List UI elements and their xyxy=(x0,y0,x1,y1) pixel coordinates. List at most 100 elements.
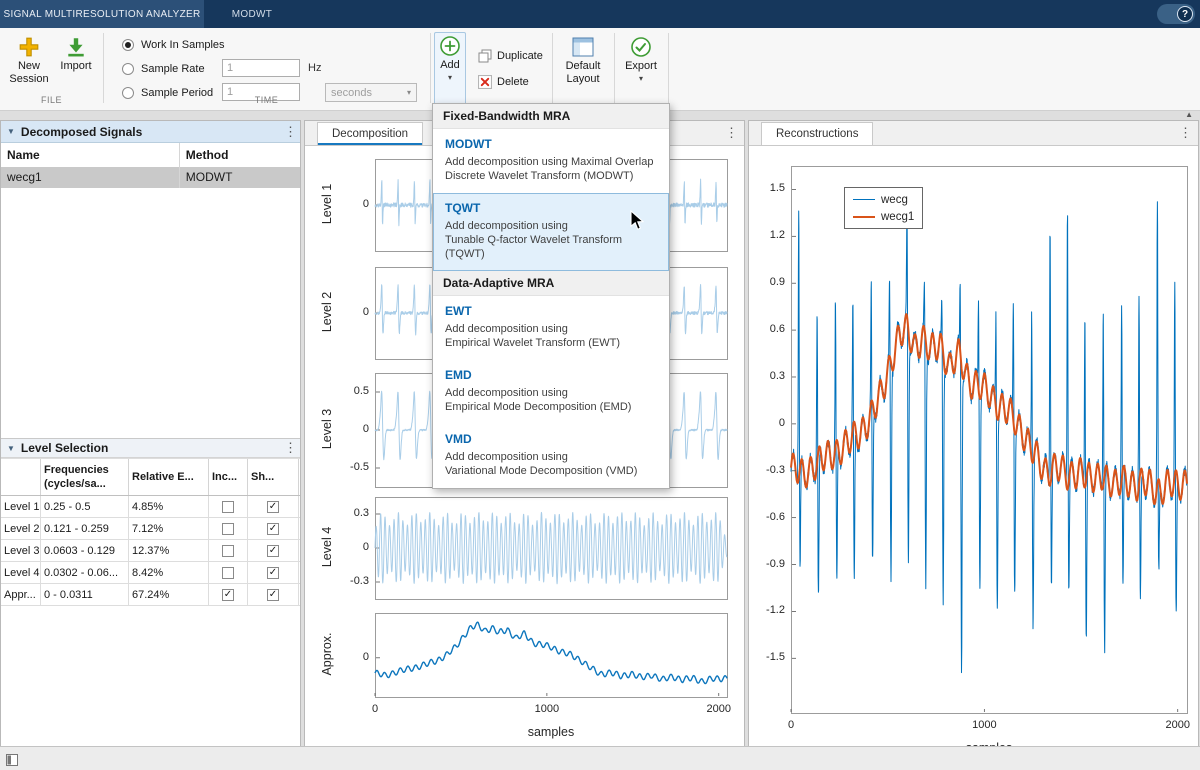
x-tick-label: 1000 xyxy=(959,719,1009,731)
tab-decomposition[interactable]: Decomposition xyxy=(317,122,423,145)
level-selection-menu-button[interactable]: ⋮ xyxy=(284,440,294,456)
decomposed-signals-panel: ▼ Decomposed Signals ⋮ Name Method wecg1… xyxy=(0,120,301,747)
toolbar-separator xyxy=(430,33,431,103)
toolbar-separator xyxy=(552,33,553,103)
x-tick-label: 0 xyxy=(766,719,816,731)
y-tick-label: -0.5 xyxy=(335,461,369,473)
toolbar-separator xyxy=(668,33,669,103)
add-label: Add xyxy=(435,59,465,72)
signal-row[interactable]: wecg1MODWT xyxy=(1,167,300,188)
reconstructions-panel-menu-button[interactable]: ⋮ xyxy=(1179,125,1192,141)
column-header-name[interactable]: Name xyxy=(1,143,180,167)
reconstructions-tabstrip: Reconstructions ⋮ xyxy=(749,121,1198,146)
level-selection-title: Level Selection xyxy=(21,441,284,455)
include-checkbox[interactable] xyxy=(222,567,234,579)
default-layout-button[interactable]: Default Layout xyxy=(556,34,610,106)
gallery-item-vmd[interactable]: VMDAdd decomposition usingVariational Mo… xyxy=(433,424,669,488)
collapse-toolstrip-button[interactable]: ▲ xyxy=(1185,110,1193,119)
include-checkbox[interactable] xyxy=(222,501,234,513)
gallery-item-tqwt[interactable]: TQWTAdd decomposition usingTunable Q-fac… xyxy=(433,193,669,271)
decomposed-signals-header[interactable]: ▼ Decomposed Signals ⋮ xyxy=(1,121,300,143)
add-button[interactable]: Add ▾ xyxy=(434,32,466,106)
gallery-item-desc: Add decomposition using xyxy=(445,322,657,336)
radio-unselected-icon xyxy=(122,63,134,75)
x-tick-label: 2000 xyxy=(1153,719,1199,731)
help-icon: ? xyxy=(1177,6,1193,22)
show-checkbox[interactable]: ✓ xyxy=(267,523,279,535)
level-show-cell: ✓ xyxy=(248,562,299,583)
signal-multiresolution-analyzer-app: SIGNAL MULTIRESOLUTION ANALYZER MODWT ? … xyxy=(0,0,1200,770)
duplicate-label: Duplicate xyxy=(497,50,543,62)
toolbar: New Session Import Work In Samples Sampl… xyxy=(0,28,1200,111)
sample-rate-input[interactable] xyxy=(222,59,300,77)
add-mra-gallery: Fixed-Bandwidth MRAMODWTAdd decompositio… xyxy=(432,103,670,489)
y-tick-label: 1.5 xyxy=(755,182,785,194)
mouse-cursor xyxy=(630,210,646,232)
level-column-header[interactable] xyxy=(1,459,41,495)
help-button[interactable]: ? xyxy=(1157,4,1195,24)
gallery-section-header: Fixed-Bandwidth MRA xyxy=(433,104,669,129)
decomposition-panel-menu-button[interactable]: ⋮ xyxy=(725,125,738,141)
level-frequency-cell: 0.0302 - 0.06... xyxy=(41,562,129,583)
gallery-item-title: TQWT xyxy=(445,201,657,215)
sample-rate-radio[interactable]: Sample Rate xyxy=(122,61,205,77)
legend-line xyxy=(853,199,875,200)
show-checkbox[interactable]: ✓ xyxy=(267,501,279,513)
tab-reconstructions[interactable]: Reconstructions xyxy=(761,122,873,145)
decomposed-signals-menu-button[interactable]: ⋮ xyxy=(284,124,294,140)
y-tick-label: 0 xyxy=(335,423,369,435)
export-button[interactable]: Export ▾ xyxy=(618,34,664,106)
level-energy-cell: 67.24% xyxy=(129,584,209,605)
legend-label: wecg xyxy=(881,194,908,206)
tab-modwt[interactable]: MODWT xyxy=(204,0,300,28)
import-icon xyxy=(65,36,87,58)
include-checkbox[interactable] xyxy=(222,545,234,557)
level-row[interactable]: Level 10.25 - 0.54.85%✓ xyxy=(1,496,300,518)
y-tick-label: 0 xyxy=(335,541,369,553)
duplicate-button[interactable]: Duplicate xyxy=(478,48,543,64)
default-layout-icon xyxy=(572,36,594,58)
level-column-header[interactable]: Relative E... xyxy=(129,459,209,495)
tab-signal-multiresolution-analyzer[interactable]: SIGNAL MULTIRESOLUTION ANALYZER xyxy=(0,0,204,28)
level-row[interactable]: Appr...0 - 0.031167.24%✓✓ xyxy=(1,584,300,606)
legend-entry: wecg1 xyxy=(853,208,914,225)
plot-canvas xyxy=(749,121,1199,747)
y-tick-label: 0.3 xyxy=(335,507,369,519)
gallery-item-desc: Add decomposition using xyxy=(445,219,657,233)
include-checkbox[interactable] xyxy=(222,523,234,535)
toolbar-separator xyxy=(103,33,104,103)
radio-selected-icon xyxy=(122,39,134,51)
export-icon xyxy=(630,36,652,58)
level-frequency-cell: 0.121 - 0.259 xyxy=(41,518,129,539)
show-checkbox[interactable]: ✓ xyxy=(267,545,279,557)
y-tick-label: -0.6 xyxy=(755,511,785,523)
delete-button[interactable]: Delete xyxy=(478,74,529,90)
level-include-cell xyxy=(209,540,248,561)
include-checkbox[interactable]: ✓ xyxy=(222,589,234,601)
gallery-item-emd[interactable]: EMDAdd decomposition usingEmpirical Mode… xyxy=(433,360,669,424)
gallery-item-ewt[interactable]: EWTAdd decomposition usingEmpirical Wave… xyxy=(433,296,669,360)
hz-unit-label: Hz xyxy=(308,62,321,74)
y-tick-label: -1.5 xyxy=(755,651,785,663)
level-selection-header[interactable]: ▼ Level Selection ⋮ xyxy=(1,438,300,458)
dock-panel-icon[interactable] xyxy=(6,754,18,766)
y-tick-label: -1.2 xyxy=(755,604,785,616)
show-checkbox[interactable]: ✓ xyxy=(267,567,279,579)
y-tick-label: 0.9 xyxy=(755,276,785,288)
level-column-header[interactable]: Inc... xyxy=(209,459,248,495)
level-row[interactable]: Level 20.121 - 0.2597.12%✓ xyxy=(1,518,300,540)
y-tick-label: 0 xyxy=(335,198,369,210)
level-column-header[interactable]: Sh... xyxy=(248,459,299,495)
gallery-item-desc: Discrete Wavelet Transform (MODWT) xyxy=(445,169,657,183)
level-column-header[interactable]: Frequencies (cycles/sa... xyxy=(41,459,129,495)
level-row[interactable]: Level 30.0603 - 0.12912.37%✓ xyxy=(1,540,300,562)
work-in-samples-radio[interactable]: Work In Samples xyxy=(122,37,225,53)
level-include-cell: ✓ xyxy=(209,584,248,605)
level-energy-cell: 4.85% xyxy=(129,496,209,517)
delete-icon xyxy=(478,75,492,89)
titlebar: SIGNAL MULTIRESOLUTION ANALYZER MODWT ? xyxy=(0,0,1200,28)
show-checkbox[interactable]: ✓ xyxy=(267,589,279,601)
column-header-method[interactable]: Method xyxy=(180,143,300,167)
level-row[interactable]: Level 40.0302 - 0.06...8.42%✓ xyxy=(1,562,300,584)
gallery-item-modwt[interactable]: MODWTAdd decomposition using Maximal Ove… xyxy=(433,129,669,193)
